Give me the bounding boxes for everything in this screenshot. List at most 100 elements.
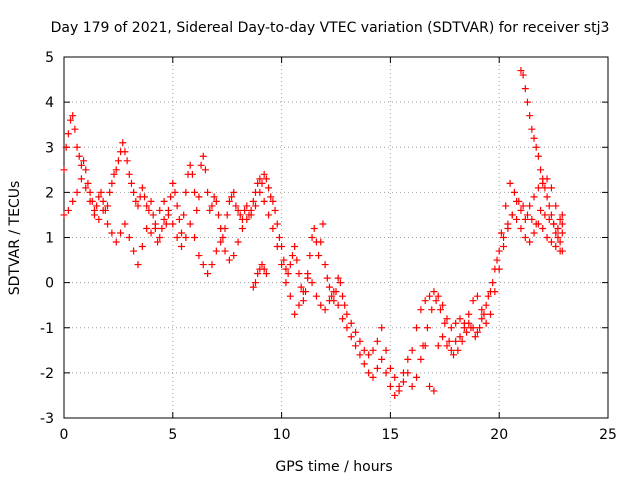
data-point xyxy=(121,220,129,228)
data-point xyxy=(517,206,525,214)
data-point xyxy=(434,342,442,350)
data-point xyxy=(130,188,138,196)
data-point xyxy=(156,234,164,241)
data-point xyxy=(286,292,294,300)
data-point xyxy=(284,270,292,278)
data-point xyxy=(339,292,347,300)
data-point xyxy=(502,202,510,210)
data-point xyxy=(201,166,209,174)
data-point xyxy=(334,301,342,309)
data-point xyxy=(138,243,146,251)
data-point xyxy=(521,234,529,241)
data-point xyxy=(515,197,523,205)
data-point xyxy=(343,324,351,332)
data-point xyxy=(269,197,277,205)
x-tick-label: 15 xyxy=(381,427,399,443)
data-point xyxy=(256,175,264,183)
data-point xyxy=(382,369,390,377)
x-tick-label: 25 xyxy=(599,427,617,443)
data-point xyxy=(319,220,327,228)
data-point xyxy=(369,373,377,381)
data-point xyxy=(500,234,508,241)
x-tick-label: 20 xyxy=(490,427,508,443)
data-point xyxy=(138,184,146,192)
data-point xyxy=(214,211,222,219)
data-point xyxy=(249,197,257,205)
data-point xyxy=(238,224,246,232)
data-point xyxy=(539,224,547,232)
data-point xyxy=(293,256,301,264)
data-point xyxy=(482,301,490,309)
data-point xyxy=(306,252,314,260)
data-point xyxy=(106,188,114,196)
data-point xyxy=(478,306,486,314)
data-point xyxy=(478,315,486,323)
data-point xyxy=(117,229,125,237)
data-point xyxy=(104,202,112,210)
data-point xyxy=(262,270,270,278)
x-axis-label: GPS time / hours xyxy=(275,459,392,475)
data-point xyxy=(356,351,364,359)
data-point xyxy=(236,211,244,219)
data-point xyxy=(260,197,268,205)
data-point xyxy=(534,184,542,192)
data-point xyxy=(160,197,168,205)
data-point xyxy=(223,211,231,219)
data-point xyxy=(356,337,364,345)
data-point xyxy=(417,306,425,314)
data-point xyxy=(188,170,196,178)
data-point xyxy=(230,252,238,260)
data-point xyxy=(467,324,475,332)
data-point xyxy=(456,333,464,341)
data-point xyxy=(219,234,227,241)
data-point xyxy=(299,297,307,305)
data-point xyxy=(528,215,536,223)
data-point xyxy=(495,247,503,255)
data-points xyxy=(60,67,566,399)
data-point xyxy=(258,179,266,187)
data-point xyxy=(291,243,299,251)
data-point xyxy=(77,161,85,169)
data-point xyxy=(234,238,242,246)
data-point xyxy=(373,337,381,345)
data-point xyxy=(547,184,555,192)
data-point xyxy=(162,220,170,228)
data-point xyxy=(447,324,455,332)
data-point xyxy=(232,202,240,210)
data-point xyxy=(73,188,81,196)
data-point xyxy=(365,369,373,377)
data-point xyxy=(295,301,303,309)
data-point xyxy=(178,243,186,251)
data-point xyxy=(132,197,140,205)
data-point xyxy=(543,193,551,201)
data-point xyxy=(486,288,494,296)
data-point xyxy=(365,351,373,359)
data-point xyxy=(95,215,103,223)
data-point xyxy=(452,319,460,327)
data-point xyxy=(537,166,545,174)
data-point xyxy=(454,346,462,354)
data-point xyxy=(500,243,508,251)
data-point xyxy=(225,197,233,205)
data-point xyxy=(352,342,360,350)
data-point xyxy=(323,274,331,282)
data-point xyxy=(443,342,451,350)
data-point xyxy=(497,229,505,237)
data-point xyxy=(119,139,127,147)
data-point xyxy=(526,238,534,246)
data-point xyxy=(336,279,344,287)
data-point xyxy=(510,188,518,196)
y-axis-label: SDTVAR / TECUs xyxy=(7,181,23,296)
data-point xyxy=(147,197,155,205)
data-point xyxy=(297,283,305,291)
data-point xyxy=(482,319,490,327)
data-point xyxy=(430,387,438,395)
data-point xyxy=(167,193,175,201)
data-point xyxy=(280,256,288,264)
data-point xyxy=(386,382,394,390)
data-point xyxy=(141,193,149,201)
data-point xyxy=(80,157,88,165)
data-point xyxy=(545,215,553,223)
data-point xyxy=(317,238,325,246)
